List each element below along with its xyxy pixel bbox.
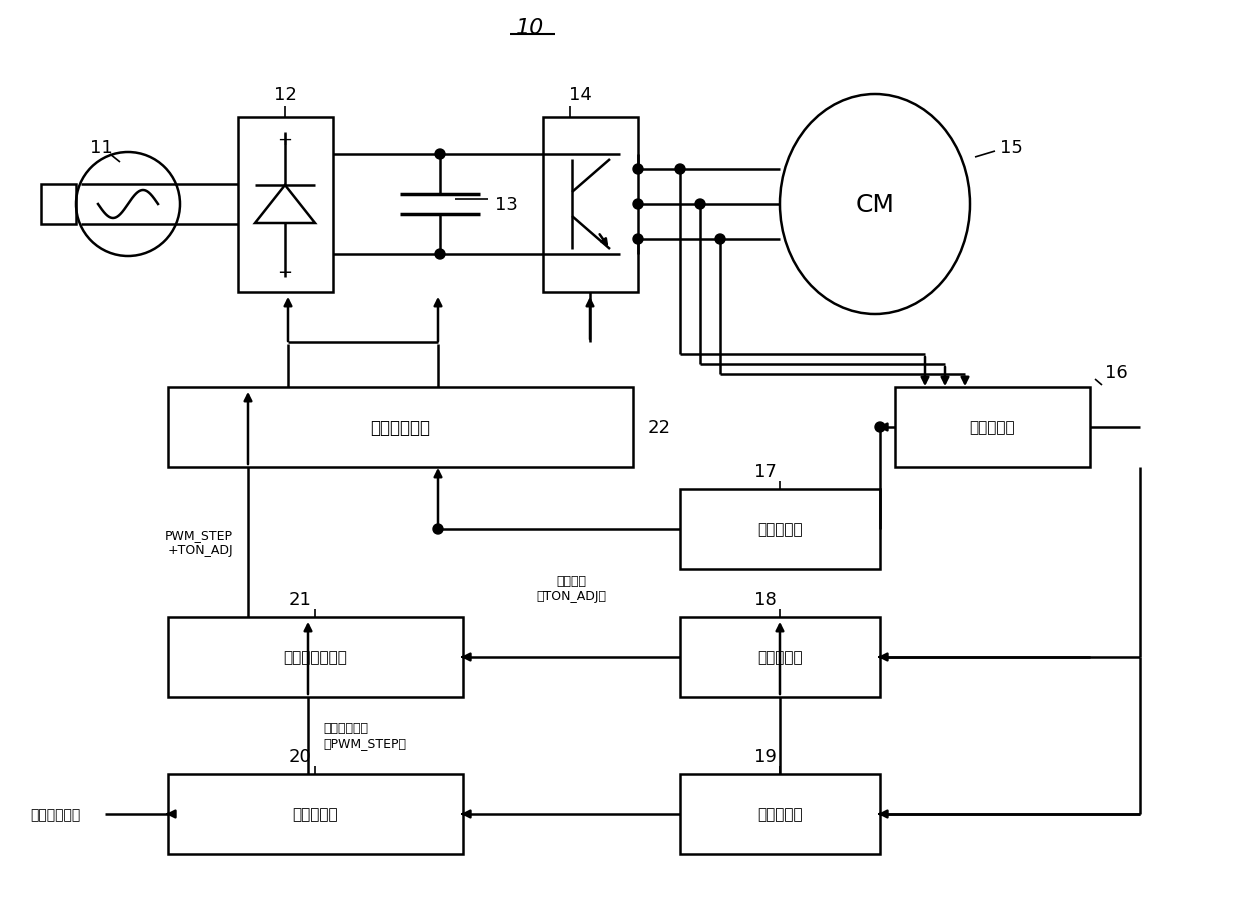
Text: 调整电压
（TON_ADJ）: 调整电压 （TON_ADJ） [536,574,606,602]
Text: 速度计算部: 速度计算部 [758,806,802,822]
Circle shape [433,525,443,535]
Text: −: − [278,263,293,281]
Circle shape [632,165,644,175]
Text: 14: 14 [569,86,591,104]
Bar [167,387,632,467]
Bar [41,185,76,225]
Bar [167,618,463,697]
Text: 输出电压合成部: 输出电压合成部 [283,650,347,665]
Bar [895,387,1090,467]
Bar [167,774,463,855]
Text: 平均输出电压
（PWM_STEP）: 平均输出电压 （PWM_STEP） [322,722,405,749]
Text: 16: 16 [1105,363,1127,382]
Bar [680,489,880,569]
Text: 21: 21 [289,590,311,609]
Circle shape [632,200,644,210]
Bar [543,118,639,292]
Circle shape [715,235,725,245]
Text: +: + [278,131,293,148]
Bar [238,118,334,292]
Circle shape [694,200,706,210]
Text: 19: 19 [754,747,776,765]
Text: 速度控制部: 速度控制部 [293,806,337,822]
Text: 13: 13 [495,196,518,214]
Text: PWM_STEP
+TON_ADJ: PWM_STEP +TON_ADJ [165,528,233,557]
Circle shape [435,149,445,159]
Circle shape [675,165,684,175]
Text: 转矩控制部: 转矩控制部 [758,650,802,665]
Circle shape [875,423,885,433]
Bar [680,774,880,855]
Text: （指令速度）: （指令速度） [30,807,81,821]
Text: 15: 15 [999,138,1023,157]
Text: 10: 10 [516,18,544,38]
Text: CM: CM [856,193,894,217]
Text: 18: 18 [754,590,776,609]
Bar [680,618,880,697]
Text: 20: 20 [289,747,311,765]
Text: 位置检测部: 位置检测部 [970,420,1014,435]
Text: 17: 17 [754,463,776,480]
Text: 22: 22 [649,418,671,436]
Circle shape [632,235,644,245]
Text: 12: 12 [274,86,296,104]
Circle shape [435,250,445,260]
Text: 11: 11 [91,138,113,157]
Text: 逆变器输出部: 逆变器输出部 [370,418,430,436]
Text: 转换控制部: 转换控制部 [758,522,802,537]
